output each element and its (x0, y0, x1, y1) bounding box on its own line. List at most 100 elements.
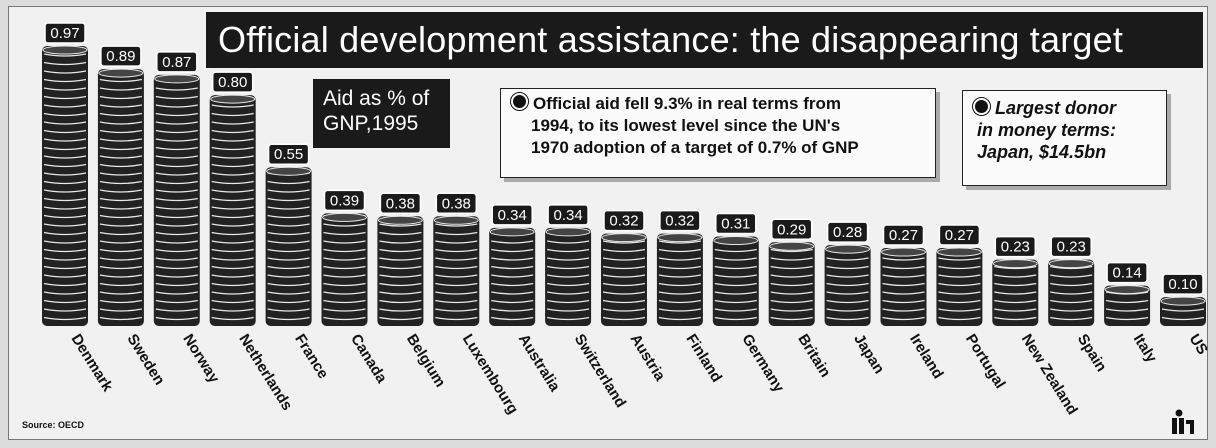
bar-canada (321, 212, 368, 326)
value-label-germany: 0.31 (721, 216, 750, 233)
value-label-switzerland: 0.34 (553, 207, 582, 224)
value-label-box-netherlands (211, 71, 254, 93)
category-label-luxembourg: Luxembourg (459, 331, 522, 417)
donor-line-2: in money terms: (977, 120, 1117, 140)
category-label-germany: Germany (738, 331, 787, 396)
bar-portugal (936, 247, 983, 326)
category-label-us: US (1186, 331, 1211, 358)
bar-ireland (880, 247, 927, 326)
category-label-austria: Austria (627, 331, 669, 384)
value-label-france: 0.55 (274, 146, 303, 163)
value-label-box-portugal (938, 224, 981, 246)
note-line-3: 1970 adoption of a target of 0.7% of GNP (531, 138, 859, 157)
subtitle-line-2: GNP,1995 (323, 112, 419, 135)
bar-us (1160, 296, 1206, 326)
bar-germany (712, 236, 759, 326)
value-label-new-zealand: 0.23 (1001, 239, 1030, 256)
category-label-netherlands: Netherlands (235, 331, 295, 414)
value-label-finland: 0.32 (665, 213, 694, 230)
value-label-australia: 0.34 (498, 207, 527, 224)
bar-belgium (377, 215, 424, 326)
value-label-box-denmark (44, 22, 86, 44)
value-label-japan: 0.28 (833, 224, 862, 241)
bar-netherlands (209, 94, 256, 326)
value-label-belgium: 0.38 (386, 195, 415, 212)
value-label-box-sweden (100, 45, 142, 67)
value-label-box-spain (1050, 235, 1092, 258)
value-label-box-japan (826, 221, 869, 243)
category-label-new-zealand: New Zealand (1018, 331, 1081, 418)
value-label-denmark: 0.97 (50, 25, 79, 42)
value-label-spain: 0.23 (1057, 239, 1086, 256)
subtitle-line-1: Aid as % of (323, 87, 430, 110)
category-label-norway: Norway (179, 331, 222, 387)
bar-japan (824, 244, 871, 326)
value-label-box-germany (715, 212, 757, 235)
chart-title: Official development assistance: the dis… (206, 12, 1203, 68)
value-label-italy: 0.14 (1112, 265, 1141, 282)
value-label-sweden: 0.89 (106, 48, 135, 65)
category-label-belgium: Belgium (403, 331, 449, 390)
donor-line-3: Japan, $14.5bn (977, 142, 1107, 162)
category-label-spain: Spain (1074, 331, 1110, 375)
value-label-box-switzerland (547, 204, 589, 226)
value-label-canada: 0.39 (330, 192, 359, 209)
category-label-denmark: Denmark (68, 331, 117, 395)
bar-switzerland (545, 227, 592, 326)
largest-donor-note: Largest donor in money terms: Japan, $14… (962, 90, 1167, 186)
category-label-portugal: Portugal (962, 331, 1009, 392)
value-label-luxembourg: 0.38 (442, 195, 471, 212)
bar-luxembourg (433, 215, 480, 326)
value-label-box-norway (156, 51, 198, 73)
category-label-japan: Japan (850, 331, 887, 377)
value-label-netherlands: 0.80 (218, 74, 247, 91)
bar-france (265, 166, 312, 326)
value-label-norway: 0.87 (162, 54, 191, 71)
category-label-ireland: Ireland (906, 331, 946, 382)
value-label-portugal: 0.27 (945, 227, 974, 244)
value-label-box-new-zealand (994, 235, 1037, 258)
category-label-finland: Finland (683, 331, 726, 385)
bar-new-zealand (992, 259, 1039, 326)
value-label-box-finland (659, 209, 701, 232)
value-label-ireland: 0.27 (889, 227, 918, 244)
bar-sweden (97, 68, 144, 327)
category-label-canada: Canada (347, 331, 390, 387)
category-label-switzerland: Switzerland (571, 331, 630, 411)
bar-australia (489, 227, 536, 326)
bar-norway (153, 74, 200, 326)
value-label-box-france (267, 143, 310, 165)
value-label-box-ireland (882, 224, 925, 246)
bar-denmark (42, 45, 88, 326)
value-label-britain: 0.29 (777, 221, 806, 238)
category-label-britain: Britain (794, 331, 834, 380)
chart-subtitle: Aid as % of GNP,1995 (313, 79, 450, 148)
value-label-box-belgium (379, 192, 422, 215)
value-label-austria: 0.32 (609, 213, 638, 230)
note-line-2: 1994, to its lowest level since the UN's (531, 116, 841, 135)
bar-austria (601, 233, 647, 326)
note-line-1: Official aid fell 9.3% in real terms fro… (533, 94, 841, 113)
category-label-france: France (291, 331, 331, 382)
bar-italy (1104, 285, 1151, 326)
value-label-box-austria (603, 209, 645, 232)
category-label-italy: Italy (1130, 331, 1161, 366)
source-note: Source: OECD (22, 420, 85, 430)
bullet-icon (972, 97, 991, 116)
value-label-box-australia (491, 204, 533, 226)
bar-britain (768, 241, 815, 326)
value-label-box-us (1162, 273, 1204, 295)
category-label-australia: Australia (515, 331, 564, 395)
bar-finland (656, 233, 703, 326)
bullet-icon (510, 92, 529, 111)
person-logo-icon (1172, 409, 1194, 434)
bar-spain (1048, 259, 1095, 326)
aid-fall-note: Official aid fell 9.3% in real terms fro… (500, 88, 936, 178)
value-label-box-canada (323, 189, 366, 212)
value-label-box-britain (770, 218, 813, 241)
value-label-box-italy (1106, 261, 1148, 284)
donor-line-1: Largest donor (995, 98, 1117, 118)
category-label-sweden: Sweden (124, 331, 168, 388)
value-label-us: 0.10 (1168, 276, 1197, 293)
